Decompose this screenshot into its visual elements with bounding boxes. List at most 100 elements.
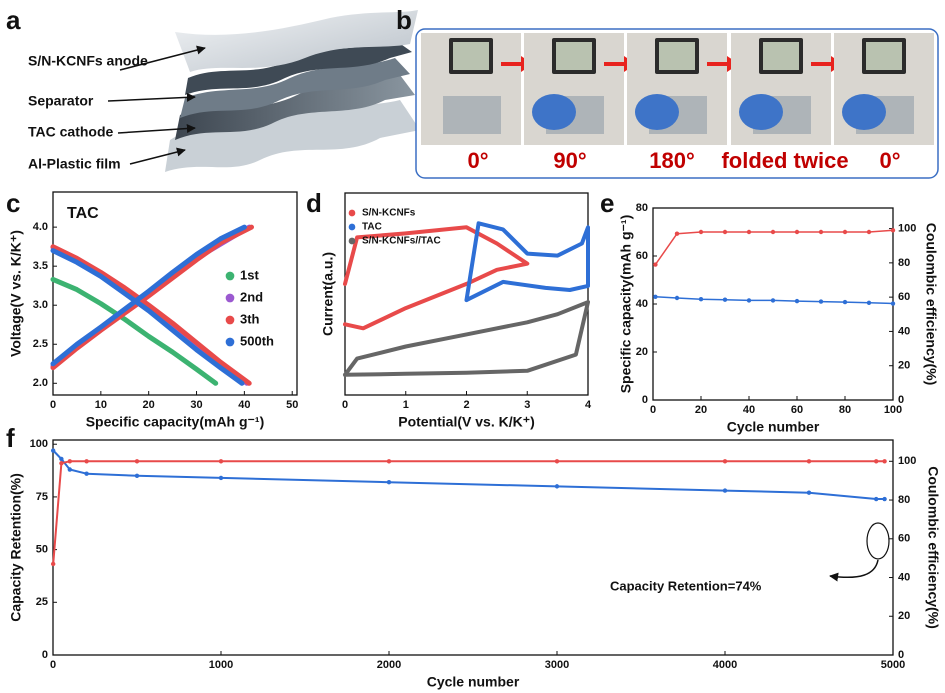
y-tick-label: 75 xyxy=(36,491,48,503)
data-point xyxy=(818,229,824,235)
data-point xyxy=(794,229,800,235)
y-tick-label: 80 xyxy=(636,202,648,214)
y-tick-label: 50 xyxy=(36,544,48,556)
photo-strip xyxy=(421,33,934,145)
y-tick-label: 0 xyxy=(642,394,648,406)
thermometer-screen xyxy=(659,42,695,70)
y-tick-label: 60 xyxy=(898,533,910,545)
data-point xyxy=(794,298,800,304)
battery-pouch xyxy=(443,96,501,134)
y-tick-label: 100 xyxy=(30,438,48,450)
data-point xyxy=(722,488,728,493)
legend-label: S/N-KCNFs xyxy=(362,208,416,219)
y-axis-label: Voltage(V vs. K/K⁺) xyxy=(8,230,24,357)
annotation-arrow xyxy=(829,559,879,582)
legend-marker xyxy=(225,271,235,281)
x-tick-label: 30 xyxy=(190,399,202,411)
data-point xyxy=(882,459,887,464)
plot-frame xyxy=(652,207,894,401)
x-tick-label: 0 xyxy=(50,659,56,671)
y-tick-label: 40 xyxy=(898,571,910,583)
data-point xyxy=(866,229,872,235)
x-tick-label: 10 xyxy=(95,399,107,411)
data-point xyxy=(134,459,140,464)
y-tick-label: 0 xyxy=(42,649,48,661)
x-tick-label: 3000 xyxy=(545,659,569,671)
data-point xyxy=(842,229,848,235)
x-tick-label: 2 xyxy=(463,399,469,411)
data-point xyxy=(698,297,704,302)
y-tick-label: 60 xyxy=(636,250,648,262)
annotation: Capacity Retention=74% xyxy=(610,578,762,593)
angle-label: 90° xyxy=(553,148,586,173)
data-point xyxy=(50,561,56,567)
y2-axis-label: Coulombic efficiency(%) xyxy=(923,223,939,386)
x-tick-label: 20 xyxy=(695,404,707,416)
highlight-ellipse xyxy=(866,522,890,560)
data-line xyxy=(52,449,886,500)
thermometer-screen xyxy=(763,42,799,70)
y-tick-label: 20 xyxy=(898,360,910,372)
layer-label: Separator xyxy=(28,93,94,109)
x-tick-label: 0 xyxy=(342,399,348,411)
x-tick-label: 40 xyxy=(238,399,250,411)
panel-label: b xyxy=(396,5,412,35)
x-tick-label: 0 xyxy=(650,404,656,416)
data-point xyxy=(770,229,776,235)
panel-label: e xyxy=(600,188,614,218)
data-line xyxy=(50,276,219,386)
plot-frame xyxy=(52,439,894,656)
data-point xyxy=(818,299,824,304)
thermometer-screen xyxy=(866,42,902,70)
data-line xyxy=(654,229,894,266)
x-axis-label: Potential(V vs. K/K⁺) xyxy=(398,414,535,430)
x-axis-label: Cycle number xyxy=(727,419,820,435)
data-point xyxy=(674,295,680,301)
data-point xyxy=(882,496,887,502)
data-line xyxy=(464,221,590,303)
data-point xyxy=(874,496,879,502)
y-tick-label: 40 xyxy=(636,298,648,310)
data-point xyxy=(842,299,848,305)
y-tick-label: 3.5 xyxy=(33,260,48,272)
y-tick-label: 100 xyxy=(898,455,916,467)
y-tick-label: 60 xyxy=(898,291,910,303)
data-line xyxy=(50,224,247,386)
glove xyxy=(635,94,679,130)
data-point xyxy=(746,298,752,303)
x-tick-label: 4000 xyxy=(713,659,737,671)
angle-label: folded twice xyxy=(721,148,848,173)
arrow xyxy=(117,124,196,134)
data-point xyxy=(722,297,728,302)
panel-label: a xyxy=(6,5,21,35)
chart-title: TAC xyxy=(67,205,99,222)
angle-label: 180° xyxy=(649,148,695,173)
data-point xyxy=(386,479,392,485)
data-line xyxy=(50,224,254,386)
x-tick-label: 60 xyxy=(791,404,803,416)
y-axis-label: Specific capacity(mAh g⁻¹) xyxy=(618,215,634,394)
y-tick-label: 100 xyxy=(898,222,916,234)
data-point xyxy=(722,229,728,235)
legend-label: 500th xyxy=(240,333,274,348)
y-tick-label: 20 xyxy=(898,610,910,622)
data-point xyxy=(874,459,879,464)
data-point xyxy=(59,456,64,462)
arrow xyxy=(119,45,206,71)
legend-label: TAC xyxy=(362,222,382,233)
data-point xyxy=(866,300,872,305)
data-point xyxy=(386,459,392,464)
battery-layers xyxy=(165,10,420,172)
data-point xyxy=(746,229,752,235)
layer-label: Al-Plastic film xyxy=(28,156,121,172)
data-point xyxy=(674,231,680,236)
x-tick-label: 3 xyxy=(524,399,530,411)
data-point xyxy=(67,467,73,472)
y-tick-label: 0 xyxy=(898,394,904,406)
layer-label: S/N-KCNFs anode xyxy=(28,53,148,69)
plot-frame xyxy=(52,191,298,396)
y-tick-label: 2.5 xyxy=(33,338,48,350)
x-tick-label: 5000 xyxy=(881,659,905,671)
glove xyxy=(532,94,576,130)
